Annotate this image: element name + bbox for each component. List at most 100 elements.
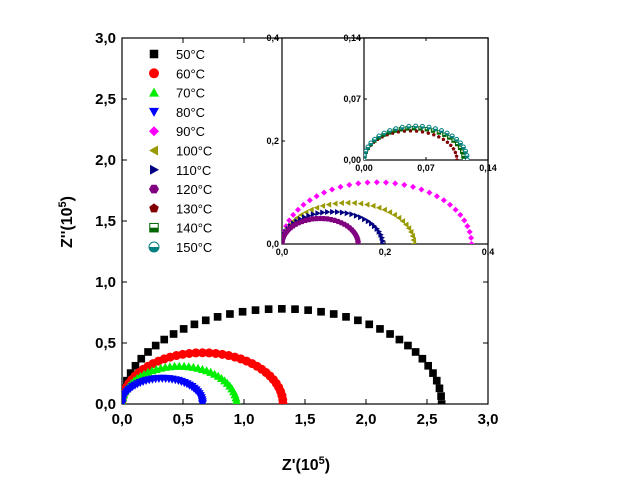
data-point <box>300 201 307 208</box>
data-point <box>238 307 247 316</box>
marker-outline <box>461 157 467 160</box>
data-point <box>391 211 397 218</box>
data-point <box>457 211 464 218</box>
data-point <box>278 399 288 404</box>
data-point <box>344 210 351 217</box>
data-point <box>338 200 344 206</box>
data-point <box>408 229 414 235</box>
marker-fill <box>464 155 469 158</box>
data-point <box>251 306 260 314</box>
legend-marker <box>149 145 158 156</box>
data-point <box>376 133 382 139</box>
data-point <box>376 204 382 211</box>
y-tick-label: 3,0 <box>95 30 116 47</box>
data-point <box>464 153 470 159</box>
data-point <box>444 130 450 136</box>
data-point <box>426 131 431 135</box>
data-point <box>372 136 378 142</box>
legend-marker <box>149 184 159 194</box>
data-point <box>418 186 425 193</box>
series-120C <box>282 215 362 244</box>
series-100C <box>282 199 417 244</box>
legend-label: 130°C <box>176 201 212 216</box>
data-point <box>137 354 146 363</box>
data-point <box>429 369 437 377</box>
data-point <box>464 157 470 160</box>
data-point <box>330 208 336 215</box>
data-point <box>395 335 404 344</box>
y-tick-label: 0,5 <box>95 335 116 352</box>
data-point <box>406 123 412 129</box>
legend-label: 140°C <box>176 221 212 236</box>
y-tick-label: 2,0 <box>95 152 116 169</box>
data-point <box>169 330 178 338</box>
data-point <box>440 197 447 204</box>
legend-marker <box>149 49 159 59</box>
y-tick-label: 0,4 <box>266 33 279 43</box>
x-axis-title: Z'(105) <box>282 455 330 474</box>
data-point <box>410 241 417 244</box>
marker-fill <box>463 151 468 154</box>
data-point <box>353 212 360 219</box>
marker-fill <box>420 126 425 129</box>
data-point <box>399 218 406 225</box>
data-point <box>373 179 380 186</box>
series-150C <box>364 123 470 160</box>
data-point <box>410 237 416 243</box>
data-point <box>431 132 436 137</box>
data-point <box>325 201 332 208</box>
data-point <box>160 335 169 344</box>
data-point <box>317 307 325 316</box>
legend-marker <box>149 126 159 137</box>
marker-fill <box>439 130 444 133</box>
data-point <box>355 241 362 244</box>
data-point <box>448 143 453 147</box>
data-point <box>441 137 446 141</box>
x-axis-title-sup: 5 <box>319 455 325 467</box>
data-point <box>364 148 369 154</box>
data-point <box>368 140 374 146</box>
data-point <box>439 128 444 134</box>
data-point <box>295 206 301 213</box>
data-point <box>433 193 440 200</box>
data-point <box>364 157 367 160</box>
marker-fill <box>445 133 450 136</box>
marker-fill <box>400 127 405 130</box>
y-tick-label: 0,0 <box>95 396 116 413</box>
data-point <box>403 221 409 228</box>
marker-fill <box>461 155 466 158</box>
data-point <box>437 392 445 400</box>
data-point <box>383 179 389 186</box>
data-point <box>354 316 362 325</box>
data-point <box>460 144 466 150</box>
marker-fill <box>427 127 432 130</box>
legend-marker <box>149 87 159 97</box>
x-tick-label: 0,4 <box>482 247 495 257</box>
x-tick-label: 0,14 <box>479 163 497 173</box>
marker-fill <box>425 129 429 131</box>
data-point <box>437 400 446 404</box>
inset2-series <box>364 123 470 160</box>
marker-fill <box>433 128 438 131</box>
data-point <box>329 186 336 193</box>
marker-fill <box>458 143 463 146</box>
data-point <box>325 209 331 215</box>
marker-fill <box>364 151 368 154</box>
data-point <box>432 126 438 132</box>
data-point <box>411 348 420 356</box>
data-point <box>320 209 326 216</box>
data-point <box>304 306 312 314</box>
data-point <box>191 348 201 358</box>
data-point <box>399 124 405 130</box>
x-axis-title-end: ) <box>325 457 330 474</box>
marker-fill <box>460 151 464 154</box>
data-point <box>226 310 234 318</box>
data-point <box>342 313 350 321</box>
x-tick-label: 0,00 <box>355 163 373 173</box>
y-tick-label: 0,07 <box>343 94 361 104</box>
y-axis-title-text: Z''(10 <box>59 207 76 248</box>
x-tick-label: 2,0 <box>356 411 377 428</box>
data-point <box>291 305 299 313</box>
marker-fill <box>393 128 398 131</box>
data-point <box>277 305 286 313</box>
